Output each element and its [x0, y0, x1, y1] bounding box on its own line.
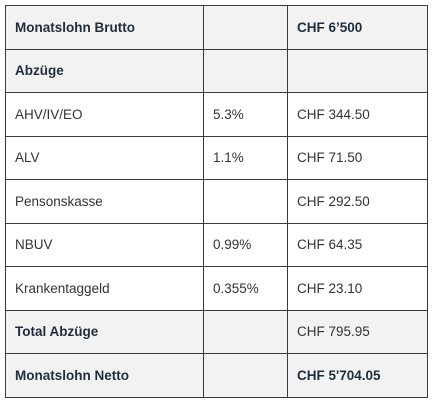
cell: Krankentaggeld	[5, 266, 204, 311]
cell: Monatslohn Netto	[5, 353, 204, 398]
row: Total Abzüge CHF 795.95	[5, 309, 428, 354]
cell: 5.3%	[203, 92, 288, 137]
row: Monatslohn Brutto CHF 6’500	[5, 5, 428, 50]
row: Krankentaggeld 0.355% CHF 23.10	[5, 266, 428, 311]
row: AHV/IV/EO 5.3% CHF 344.50	[5, 92, 428, 137]
cell: ALV	[5, 135, 204, 180]
cell: Total Abzüge	[5, 309, 204, 354]
cell: CHF 6’500	[287, 5, 428, 50]
row: ALV 1.1% CHF 71.50	[5, 135, 428, 180]
row: NBUV 0.99% CHF 64.35	[5, 222, 428, 267]
cell: CHF 292.50	[287, 179, 428, 224]
cell: 0.99%	[203, 222, 288, 267]
cell	[203, 48, 288, 93]
cell	[203, 179, 288, 224]
cell: 0.355%	[203, 266, 288, 311]
cell: AHV/IV/EO	[5, 92, 204, 137]
cell: CHF 344.50	[287, 92, 428, 137]
cell: CHF 795.95	[287, 309, 428, 354]
cell	[287, 48, 428, 93]
row: Pensonskasse CHF 292.50	[5, 179, 428, 224]
cell	[203, 353, 288, 398]
row: Monatslohn Netto CHF 5'704.05	[5, 353, 428, 398]
cell: Pensonskasse	[5, 179, 204, 224]
cell: CHF 71.50	[287, 135, 428, 180]
cell: CHF 64.35	[287, 222, 428, 267]
cell	[203, 309, 288, 354]
cell: 1.1%	[203, 135, 288, 180]
cell: CHF 23.10	[287, 266, 428, 311]
cell: NBUV	[5, 222, 204, 267]
row: Abzüge	[5, 48, 428, 93]
cell	[203, 5, 288, 50]
cell: Abzüge	[5, 48, 204, 93]
cell: CHF 5'704.05	[287, 353, 428, 398]
cell: Monatslohn Brutto	[5, 5, 204, 50]
salary-table: Monatslohn Brutto CHF 6’500 Abzüge AHV/I…	[5, 5, 428, 398]
